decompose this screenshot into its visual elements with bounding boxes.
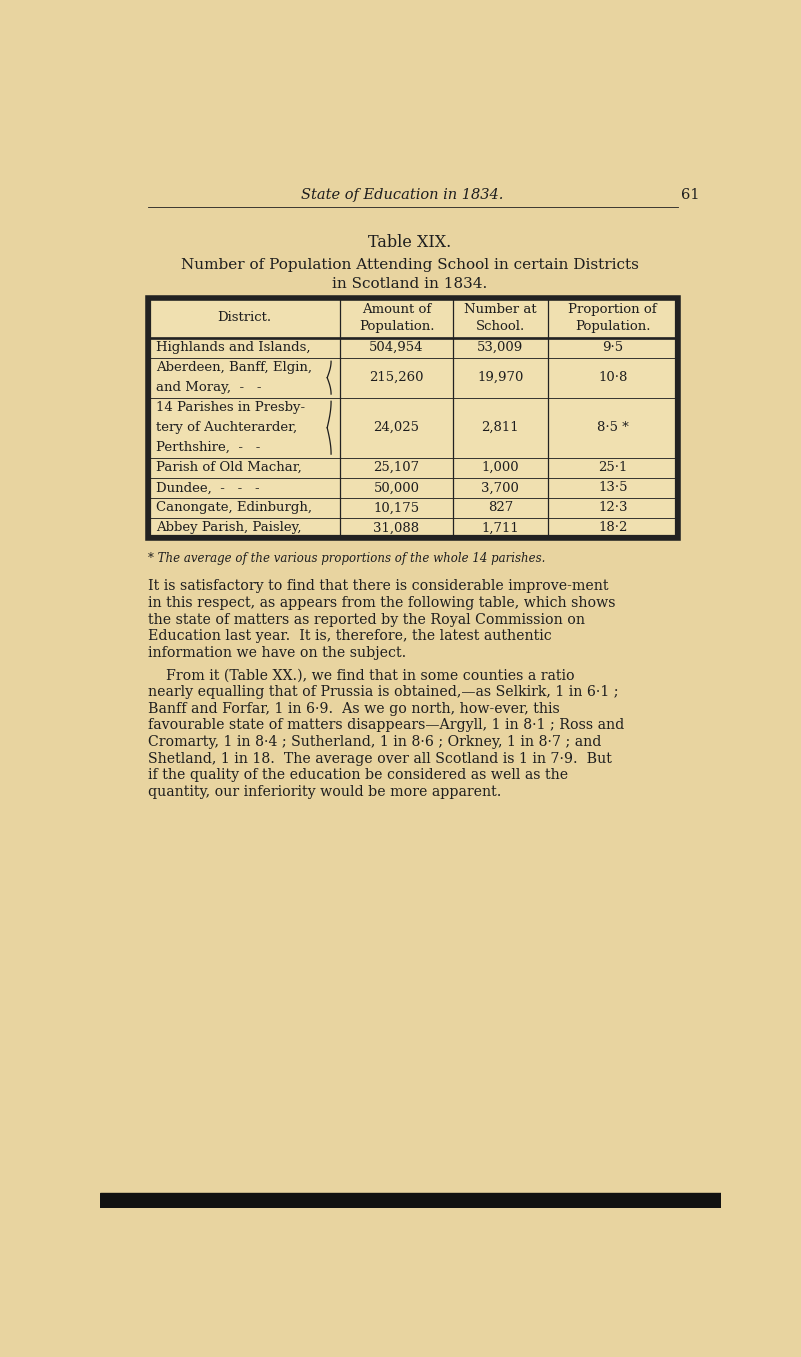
Text: 3,700: 3,700 (481, 482, 519, 494)
Bar (100, 1193, 721, 1208)
Text: the state of matters as reported by the Royal Commission on: the state of matters as reported by the … (148, 612, 586, 627)
Text: 19,970: 19,970 (477, 372, 524, 384)
Text: Aberdeen, Banff, Elgin,: Aberdeen, Banff, Elgin, (156, 361, 312, 375)
Text: 53,009: 53,009 (477, 341, 524, 354)
Text: and Moray,  -   -: and Moray, - - (156, 381, 261, 394)
Text: Highlands and Islands,: Highlands and Islands, (156, 341, 311, 354)
Text: Perthshire,  -   -: Perthshire, - - (156, 441, 260, 455)
Text: 10·8: 10·8 (598, 372, 627, 384)
Text: 9·5: 9·5 (602, 341, 623, 354)
Bar (148, 297, 678, 537)
Text: in Scotland in 1834.: in Scotland in 1834. (332, 277, 488, 292)
Text: State of Education in 1834.: State of Education in 1834. (301, 189, 504, 202)
Text: 14 Parishes in Presby-: 14 Parishes in Presby- (156, 402, 305, 414)
Text: nearly equalling that of Prussia is obtained,—as Selkirk, 1 in 6·1 ;: nearly equalling that of Prussia is obta… (148, 685, 618, 699)
Text: 50,000: 50,000 (373, 482, 420, 494)
Text: Parish of Old Machar,: Parish of Old Machar, (156, 461, 302, 474)
Text: tery of Auchterarder,: tery of Auchterarder, (156, 421, 297, 434)
Text: 31,088: 31,088 (373, 521, 420, 535)
Text: Shetland, 1 in 18.  The average over all Scotland is 1 in 7·9.  But: Shetland, 1 in 18. The average over all … (148, 752, 612, 765)
Text: Cromarty, 1 in 8·4 ; Sutherland, 1 in 8·6 ; Orkney, 1 in 8·7 ; and: Cromarty, 1 in 8·4 ; Sutherland, 1 in 8·… (148, 735, 602, 749)
Text: 215,260: 215,260 (369, 372, 424, 384)
Text: Abbey Parish, Paisley,: Abbey Parish, Paisley, (156, 521, 301, 535)
Text: Canongate, Edinburgh,: Canongate, Edinburgh, (156, 501, 312, 514)
Text: quantity, our inferiority would be more apparent.: quantity, our inferiority would be more … (148, 784, 501, 799)
Text: District.: District. (217, 311, 272, 324)
Text: Dundee,  -   -   -: Dundee, - - - (156, 482, 260, 494)
Text: in this respect, as appears from the following table, which shows: in this respect, as appears from the fol… (148, 596, 616, 609)
Text: 504,954: 504,954 (369, 341, 424, 354)
Bar (148, 297, 678, 537)
Text: 827: 827 (488, 501, 513, 514)
Text: Number of Population Attending School in certain Districts: Number of Population Attending School in… (181, 258, 639, 273)
Bar (150, 299, 676, 536)
Text: It is satisfactory to find that there is considerable improve-ment: It is satisfactory to find that there is… (148, 579, 609, 593)
Text: 10,175: 10,175 (373, 501, 420, 514)
Text: Number at
School.: Number at School. (464, 303, 537, 332)
Text: 24,025: 24,025 (373, 421, 420, 434)
Text: Banff and Forfar, 1 in 6·9.  As we go north, how-ever, this: Banff and Forfar, 1 in 6·9. As we go nor… (148, 702, 560, 716)
Text: From it (Table XX.), we find that in some counties a ratio: From it (Table XX.), we find that in som… (148, 669, 575, 683)
Text: 12·3: 12·3 (598, 501, 627, 514)
Text: 25,107: 25,107 (373, 461, 420, 474)
Text: 61: 61 (682, 189, 700, 202)
Text: 1,000: 1,000 (481, 461, 519, 474)
Text: Education last year.  It is, therefore, the latest authentic: Education last year. It is, therefore, t… (148, 630, 552, 643)
Text: * The average of the various proportions of the whole 14 parishes.: * The average of the various proportions… (148, 552, 545, 565)
Text: Proportion of
Population.: Proportion of Population. (569, 303, 657, 332)
Text: if the quality of the education be considered as well as the: if the quality of the education be consi… (148, 768, 568, 782)
Text: 1,711: 1,711 (481, 521, 519, 535)
Text: Amount of
Population.: Amount of Population. (359, 303, 434, 332)
Text: 18·2: 18·2 (598, 521, 627, 535)
Text: Table XIX.: Table XIX. (368, 233, 452, 251)
Text: 2,811: 2,811 (481, 421, 519, 434)
Text: favourable state of matters disappears—Argyll, 1 in 8·1 ; Ross and: favourable state of matters disappears—A… (148, 718, 625, 733)
Text: 8·5 *: 8·5 * (597, 421, 629, 434)
Text: information we have on the subject.: information we have on the subject. (148, 646, 406, 660)
Text: 13·5: 13·5 (598, 482, 627, 494)
Text: 25·1: 25·1 (598, 461, 627, 474)
